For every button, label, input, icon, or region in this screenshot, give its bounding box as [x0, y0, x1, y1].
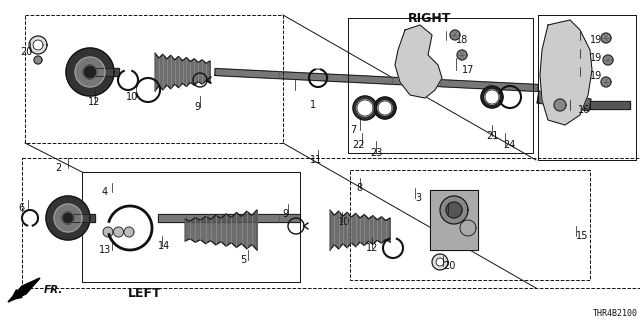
Polygon shape [8, 278, 40, 302]
Polygon shape [457, 50, 467, 60]
Text: 12: 12 [88, 97, 100, 107]
Polygon shape [185, 210, 257, 250]
Polygon shape [357, 100, 373, 116]
Text: FR.: FR. [44, 285, 63, 295]
Text: 15: 15 [576, 231, 588, 241]
Text: 24: 24 [503, 140, 515, 150]
Polygon shape [603, 55, 613, 65]
Polygon shape [29, 36, 47, 54]
Polygon shape [460, 220, 476, 236]
Polygon shape [83, 65, 97, 79]
Text: 20: 20 [20, 47, 33, 57]
Text: 9: 9 [194, 102, 200, 112]
Polygon shape [33, 40, 43, 50]
Polygon shape [34, 56, 42, 64]
Polygon shape [540, 20, 592, 125]
Polygon shape [215, 68, 538, 92]
Polygon shape [430, 190, 478, 250]
Text: 19: 19 [590, 71, 602, 81]
Polygon shape [158, 214, 300, 222]
Polygon shape [485, 90, 499, 104]
Text: 6: 6 [18, 203, 24, 213]
Text: 19: 19 [590, 53, 602, 63]
Polygon shape [68, 214, 95, 222]
Polygon shape [66, 48, 114, 96]
Polygon shape [554, 99, 566, 111]
Polygon shape [436, 258, 444, 266]
Polygon shape [481, 86, 503, 108]
Polygon shape [75, 57, 105, 87]
Text: 10: 10 [338, 217, 350, 227]
Polygon shape [378, 101, 392, 115]
Text: 20: 20 [443, 261, 456, 271]
Polygon shape [54, 204, 82, 232]
Text: 23: 23 [370, 148, 382, 158]
Text: 5: 5 [240, 255, 246, 265]
Text: 22: 22 [352, 140, 365, 150]
Text: 8: 8 [356, 183, 362, 193]
Polygon shape [124, 227, 134, 237]
Polygon shape [432, 254, 448, 270]
Polygon shape [374, 97, 396, 119]
Text: 21: 21 [486, 131, 499, 141]
Text: 10: 10 [126, 92, 138, 102]
Text: 7: 7 [350, 125, 356, 135]
Polygon shape [103, 227, 113, 237]
Text: 2: 2 [55, 163, 61, 173]
Text: 3: 3 [415, 193, 421, 203]
Polygon shape [601, 77, 611, 87]
Text: LEFT: LEFT [128, 287, 162, 300]
Polygon shape [590, 101, 630, 109]
Text: THR4B2100: THR4B2100 [593, 309, 638, 318]
Text: 17: 17 [462, 65, 474, 75]
Text: 11: 11 [310, 155, 323, 165]
Text: 4: 4 [102, 187, 108, 197]
Polygon shape [330, 210, 390, 250]
Text: 1: 1 [310, 100, 316, 110]
Polygon shape [450, 30, 460, 40]
Polygon shape [353, 96, 377, 120]
Polygon shape [537, 91, 591, 111]
Text: 13: 13 [99, 245, 111, 255]
Text: RIGHT: RIGHT [408, 12, 452, 25]
Polygon shape [90, 68, 119, 76]
Text: 14: 14 [158, 241, 170, 251]
Text: 9: 9 [282, 209, 288, 219]
Text: 18: 18 [456, 35, 468, 45]
Polygon shape [46, 196, 90, 240]
Polygon shape [395, 25, 442, 98]
Polygon shape [446, 202, 462, 218]
Polygon shape [601, 33, 611, 43]
Text: 19: 19 [590, 35, 602, 45]
Polygon shape [440, 196, 468, 224]
Polygon shape [62, 212, 74, 224]
Polygon shape [155, 53, 210, 91]
Text: 13: 13 [448, 208, 460, 218]
Text: 12: 12 [366, 243, 378, 253]
Text: 16: 16 [578, 105, 590, 115]
Polygon shape [113, 227, 124, 237]
